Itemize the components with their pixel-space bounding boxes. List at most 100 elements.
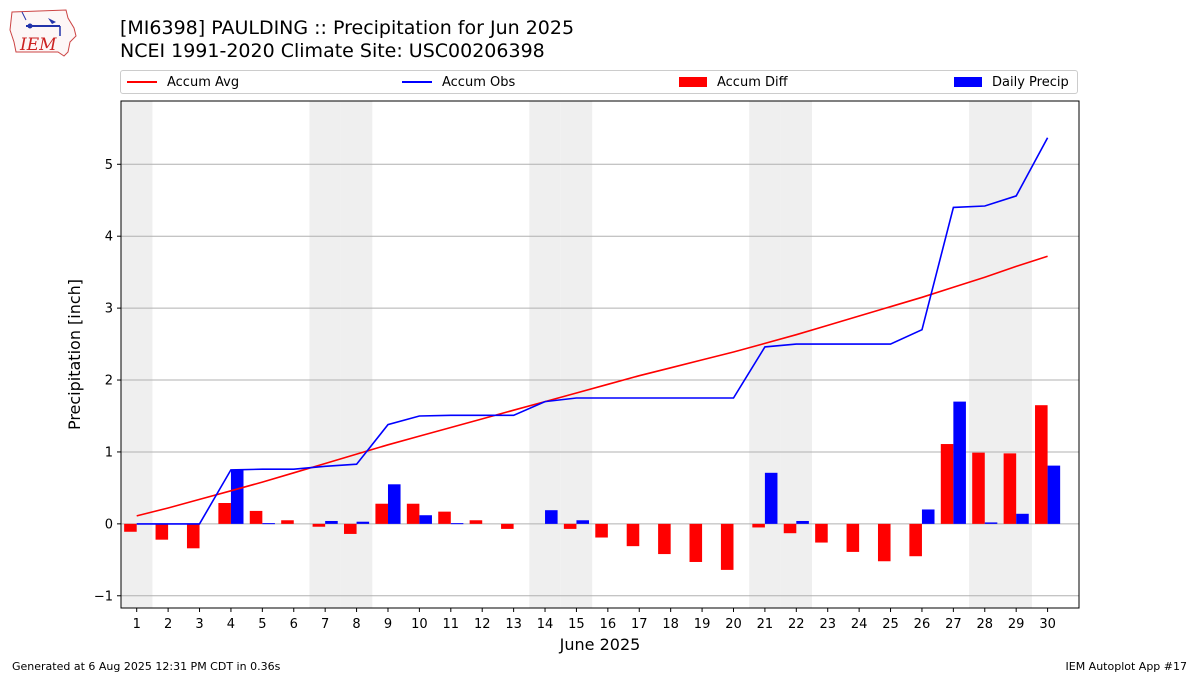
x-tick-label: 23: [819, 617, 836, 632]
y-tick-label: 0: [105, 517, 113, 532]
accum-avg-line: [136, 255, 1048, 517]
accum-diff-bar: [563, 523, 577, 529]
daily-precip-bar: [984, 522, 998, 524]
iem-logo-text: IEM: [19, 35, 57, 55]
accum-diff-bar: [658, 523, 671, 555]
accum-diff-bar: [281, 520, 294, 524]
daily-precip-bar: [356, 521, 370, 524]
daily-precip-bar: [953, 401, 966, 524]
x-tick-label: 4: [227, 617, 235, 632]
accum-diff-bar: [312, 523, 326, 527]
y-tick-label: 2: [105, 374, 113, 389]
weekend-band: [749, 101, 781, 608]
footer-generated: Generated at 6 Aug 2025 12:31 PM CDT in …: [12, 660, 281, 673]
x-tick-label: 15: [568, 617, 585, 632]
x-tick-label: 25: [882, 617, 899, 632]
legend-label-daily-precip: Daily Precip: [992, 74, 1069, 90]
x-tick-label: 5: [258, 617, 266, 632]
accum-diff-bar: [186, 523, 200, 549]
x-tick-label: 8: [352, 617, 360, 632]
daily-precip-bar: [450, 523, 464, 525]
x-tick-label: 17: [631, 617, 648, 632]
x-axis-label: June 2025: [559, 635, 641, 654]
accum-diff-bar: [1035, 405, 1048, 524]
accum-diff-bar: [406, 503, 420, 524]
accum-diff-bar: [438, 511, 451, 524]
legend-item-daily-precip: Daily Precip: [954, 71, 1069, 93]
x-tick-label: 13: [505, 617, 522, 632]
daily-precip-bar: [387, 484, 401, 524]
x-tick-label: 27: [945, 617, 962, 632]
accum-diff-bar: [124, 523, 137, 532]
x-tick-label: 1: [133, 617, 141, 632]
legend-item-accum-diff: Accum Diff: [679, 71, 788, 93]
footer-app: IEM Autoplot App #17: [1065, 660, 1188, 673]
y-tick-label: 1: [105, 445, 113, 460]
x-tick-label: 16: [600, 617, 617, 632]
x-tick-label: 14: [537, 617, 554, 632]
x-tick-label: 2: [164, 617, 172, 632]
x-tick-label: 18: [662, 617, 679, 632]
x-tick-label: 6: [290, 617, 298, 632]
x-tick-label: 29: [1008, 617, 1025, 632]
accum-diff-bar: [783, 523, 797, 534]
x-tick-label: 20: [725, 617, 742, 632]
x-tick-label: 9: [384, 617, 392, 632]
daily-precip-bar: [576, 520, 590, 524]
accum-diff-bar: [218, 503, 231, 524]
weekend-band: [309, 101, 341, 608]
accum-diff-bar: [940, 444, 954, 524]
y-axis-label: Precipitation [inch]: [65, 279, 84, 430]
x-tick-label: 22: [788, 617, 805, 632]
legend-item-accum-avg: Accum Avg: [127, 71, 239, 93]
accum-diff-bar: [626, 523, 640, 547]
accum-diff-bar: [595, 523, 608, 538]
accum-diff-bar: [877, 523, 891, 562]
daily-precip-bar: [921, 509, 935, 524]
accum-diff-bar: [375, 503, 388, 524]
accum-diff-bar: [155, 523, 169, 540]
y-tick-label: 3: [105, 302, 113, 317]
accum-diff-bar: [689, 523, 703, 562]
daily-precip-bar: [796, 520, 809, 524]
x-tick-label: 30: [1039, 617, 1056, 632]
weekend-band: [969, 101, 1001, 608]
legend-swatch-accum-diff: [679, 77, 707, 87]
accum-obs-line: [136, 137, 1049, 525]
daily-precip-bar: [1047, 465, 1061, 524]
chart-title: [MI6398] PAULDING :: Precipitation for J…: [120, 17, 575, 39]
daily-precip-bar: [545, 510, 558, 524]
daily-precip-bar: [419, 515, 432, 524]
legend-swatch-daily-precip: [954, 77, 982, 87]
daily-precip-bar: [764, 472, 778, 524]
daily-precip-bar: [325, 520, 338, 524]
y-tick-label: 4: [105, 230, 113, 245]
daily-precip-bar: [1016, 513, 1029, 524]
plot-frame: [120, 100, 1080, 609]
chart-legend: Accum Avg Accum Obs Accum Diff Daily Pre…: [120, 70, 1078, 94]
weekend-band: [121, 101, 153, 608]
accum-diff-bar: [846, 523, 860, 552]
legend-swatch-accum-avg: [127, 81, 157, 83]
x-tick-label: 10: [411, 617, 428, 632]
x-tick-label: 7: [321, 617, 329, 632]
legend-label-accum-avg: Accum Avg: [167, 74, 240, 90]
accum-diff-bar: [249, 510, 263, 524]
accum-diff-bar: [752, 523, 765, 528]
x-tick-label: 21: [757, 617, 774, 632]
legend-item-accum-obs: Accum Obs: [402, 71, 515, 93]
accum-diff-bar: [469, 520, 483, 524]
x-tick-label: 11: [443, 617, 460, 632]
accum-diff-bar: [909, 523, 922, 557]
x-tick-label: 24: [851, 617, 868, 632]
accum-diff-bar: [1003, 453, 1017, 524]
legend-swatch-accum-obs: [402, 81, 432, 83]
daily-precip-bar: [230, 469, 244, 524]
legend-label-accum-diff: Accum Diff: [717, 74, 788, 90]
weekend-band: [529, 101, 561, 608]
weekend-band: [560, 101, 593, 608]
x-tick-label: 28: [976, 617, 993, 632]
accum-diff-bar: [720, 523, 734, 570]
x-tick-label: 3: [195, 617, 203, 632]
